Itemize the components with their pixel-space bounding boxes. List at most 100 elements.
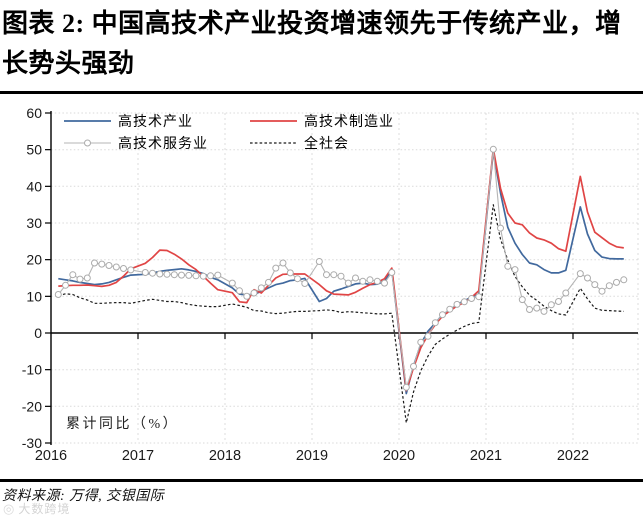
series-marker bbox=[359, 277, 367, 285]
series-marker bbox=[497, 224, 504, 232]
series-marker bbox=[620, 275, 628, 283]
series-marker bbox=[120, 264, 127, 272]
series-marker bbox=[315, 257, 323, 265]
series-marker bbox=[504, 262, 512, 270]
series-marker bbox=[250, 289, 258, 297]
series-marker bbox=[294, 274, 301, 282]
series-marker bbox=[236, 286, 243, 294]
series-marker bbox=[605, 281, 613, 289]
series-line-1 bbox=[58, 147, 624, 392]
series-marker bbox=[540, 307, 548, 315]
legend-label: 高技术制造业 bbox=[304, 113, 394, 130]
legend-item-0: 高技术产业 bbox=[64, 113, 193, 130]
series-marker bbox=[591, 280, 599, 288]
series-marker bbox=[388, 268, 396, 276]
series-marker bbox=[562, 289, 570, 297]
series-marker bbox=[112, 263, 120, 271]
legend-item-1: 高技术制造业 bbox=[250, 113, 394, 130]
watermark: ◎ 大数跨境 bbox=[3, 500, 70, 517]
series-marker bbox=[76, 275, 84, 283]
series-marker bbox=[279, 259, 287, 267]
y-tick-label: 60 bbox=[26, 105, 42, 121]
y-tick-label: 20 bbox=[26, 251, 42, 267]
series-marker bbox=[555, 297, 562, 305]
series-marker bbox=[410, 362, 417, 370]
series-marker bbox=[344, 279, 352, 287]
series-marker bbox=[301, 279, 309, 287]
series-marker bbox=[424, 332, 432, 340]
series-marker bbox=[381, 279, 388, 287]
series-marker bbox=[214, 271, 222, 279]
series-marker bbox=[533, 304, 541, 312]
x-tick-label: 2020 bbox=[383, 448, 415, 464]
y-tick-label: 40 bbox=[26, 178, 42, 194]
unit-label: 累计同比（%） bbox=[66, 416, 179, 432]
series-marker bbox=[163, 270, 171, 278]
chart: 60 50 40 30 20 10 0 -10 -20 -30 2016 2017 2018 2019 20… bbox=[0, 98, 643, 473]
series-marker bbox=[199, 272, 207, 280]
series-marker bbox=[453, 300, 461, 308]
series-marker bbox=[265, 278, 272, 286]
series-marker bbox=[526, 305, 533, 313]
series-marker bbox=[613, 278, 620, 286]
legend-label: 高技术产业 bbox=[118, 113, 193, 130]
y-tick-label: 30 bbox=[26, 215, 42, 231]
series-marker bbox=[286, 268, 294, 276]
watermark-text: 大数跨境 bbox=[18, 502, 71, 516]
series-marker bbox=[373, 277, 381, 285]
series-marker bbox=[127, 265, 135, 273]
x-tick-label: 2021 bbox=[470, 448, 502, 464]
legend-label: 高技术服务业 bbox=[118, 135, 208, 152]
series-line-3 bbox=[58, 203, 624, 423]
y-tick-label: -30 bbox=[22, 435, 42, 451]
series-marker bbox=[98, 260, 106, 268]
series-marker bbox=[83, 274, 91, 282]
series-marker bbox=[105, 261, 113, 269]
series-marker bbox=[91, 259, 98, 267]
series-marker bbox=[192, 271, 200, 279]
legend-marker-sample bbox=[84, 139, 91, 147]
series-marker bbox=[207, 271, 214, 279]
source-note: 资料来源: 万得, 交银国际 bbox=[2, 488, 165, 504]
figure-title: 图表 2: 中国高技术产业投资增速领先于传统产业，增长势头强劲 bbox=[0, 0, 643, 94]
series-marker bbox=[518, 295, 526, 303]
series-marker bbox=[149, 269, 156, 277]
legend-item-3: 全社会 bbox=[250, 135, 349, 152]
series-marker bbox=[323, 270, 330, 278]
x-tick-label: 2016 bbox=[35, 448, 67, 464]
series-marker bbox=[584, 274, 591, 282]
series-marker bbox=[243, 292, 251, 300]
series-marker bbox=[547, 300, 555, 308]
x-tick-label: 2019 bbox=[296, 448, 328, 464]
series-marker bbox=[228, 279, 236, 287]
series-marker bbox=[178, 271, 185, 279]
series-marker bbox=[460, 297, 468, 305]
series-marker bbox=[475, 292, 483, 300]
series-marker bbox=[446, 305, 454, 313]
legend-label: 全社会 bbox=[304, 135, 349, 152]
series-marker bbox=[468, 294, 475, 302]
series-marker bbox=[489, 145, 497, 153]
series-line-2 bbox=[57, 148, 624, 388]
series-marker bbox=[366, 275, 374, 283]
source-divider bbox=[0, 478, 643, 482]
series-marker bbox=[598, 287, 606, 295]
series-marker bbox=[170, 270, 178, 278]
legend-item-2: 高技术服务业 bbox=[64, 135, 208, 152]
series-marker bbox=[257, 283, 265, 291]
x-tick-label: 2022 bbox=[557, 448, 589, 464]
series-marker bbox=[156, 270, 164, 278]
watermark-logo-icon: ◎ bbox=[3, 500, 16, 516]
series-marker bbox=[337, 272, 345, 280]
y-tick-label: -20 bbox=[22, 398, 42, 414]
series-marker bbox=[185, 271, 193, 279]
series-marker bbox=[511, 265, 519, 273]
series-marker bbox=[330, 270, 338, 278]
series-marker bbox=[439, 310, 446, 318]
series-marker bbox=[272, 264, 280, 272]
y-tick-label: 10 bbox=[26, 288, 42, 304]
series-marker bbox=[576, 269, 584, 277]
y-tick-label: 50 bbox=[26, 141, 42, 157]
series-marker bbox=[62, 281, 69, 289]
